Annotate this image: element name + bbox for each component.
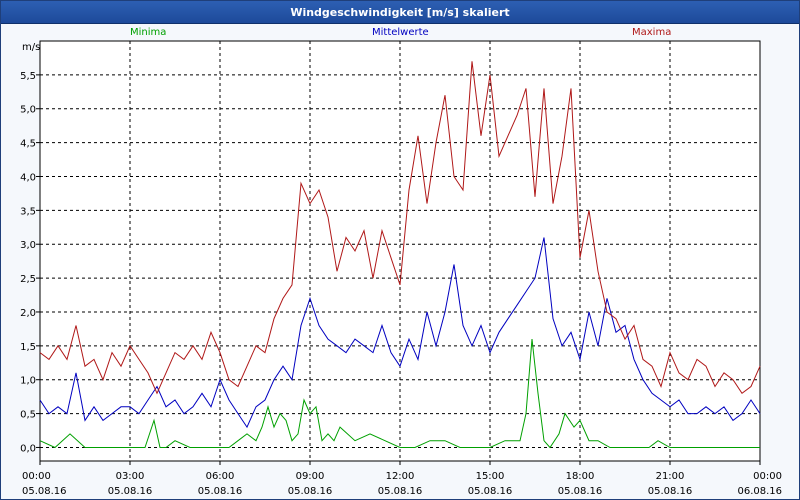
y-axis-label: m/s [22, 42, 40, 53]
y-tick-label: 2,5 [20, 274, 36, 285]
x-tick-date-label: 05.08.16 [108, 486, 153, 497]
y-tick-label: 0,0 [20, 443, 36, 454]
y-tick-label: 2,0 [20, 308, 36, 319]
y-tick-label: 1,0 [20, 376, 36, 387]
x-tick-time-label: 15:00 [476, 471, 505, 482]
x-axis-ticks: 00:00 05.08.16 03:00 05.08.16 06:00 05.08.16 0… [22, 461, 782, 497]
series-line-maxima [39, 61, 761, 395]
x-tick-time-label: 12:00 [386, 471, 415, 482]
window-title: Windgeschwindigkeit [m/s] skaliert [1, 1, 799, 24]
x-tick-date-label: 05.08.16 [288, 486, 333, 497]
y-tick-label: 5,5 [20, 71, 36, 82]
series-line-minima [39, 339, 760, 449]
legend-mittelwerte: Mittelwerte [372, 27, 429, 38]
y-axis-ticks: 0,0 0,5 1,0 1,5 2,0 2,5 3,0 3,5 4,0 4,5 5,0 5,5 [20, 71, 40, 454]
x-tick-time-label: 00:00 [753, 471, 782, 482]
x-tick-date-label: 05.08.16 [22, 486, 67, 497]
y-tick-label: 3,5 [20, 206, 36, 217]
x-tick-date-label: 05.08.16 [648, 486, 693, 497]
y-tick-label: 1,5 [20, 342, 36, 353]
x-tick-date-label: 05.08.16 [198, 486, 243, 497]
x-tick-date-label: 05.08.16 [468, 486, 513, 497]
legend-maxima: Maxima [632, 27, 671, 38]
series-lines [39, 61, 761, 449]
x-tick-time-label: 18:00 [566, 471, 595, 482]
x-tick-time-label: 00:00 [22, 471, 51, 482]
x-tick-date-label: 06.08.16 [737, 486, 782, 497]
x-tick-time-label: 21:00 [656, 471, 685, 482]
y-tick-label: 5,0 [20, 105, 36, 116]
y-tick-label: 0,5 [20, 410, 36, 421]
y-tick-label: 4,0 [20, 172, 36, 183]
x-tick-time-label: 09:00 [296, 471, 325, 482]
legend-minima: Minima [130, 27, 166, 38]
x-tick-time-label: 03:00 [116, 471, 145, 482]
series-line-mittelwerte [39, 237, 761, 429]
x-tick-time-label: 06:00 [206, 471, 235, 482]
y-tick-label: 3,0 [20, 240, 36, 251]
y-tick-label: 4,5 [20, 139, 36, 150]
x-tick-date-label: 05.08.16 [378, 486, 423, 497]
x-tick-date-label: 05.08.16 [558, 486, 603, 497]
